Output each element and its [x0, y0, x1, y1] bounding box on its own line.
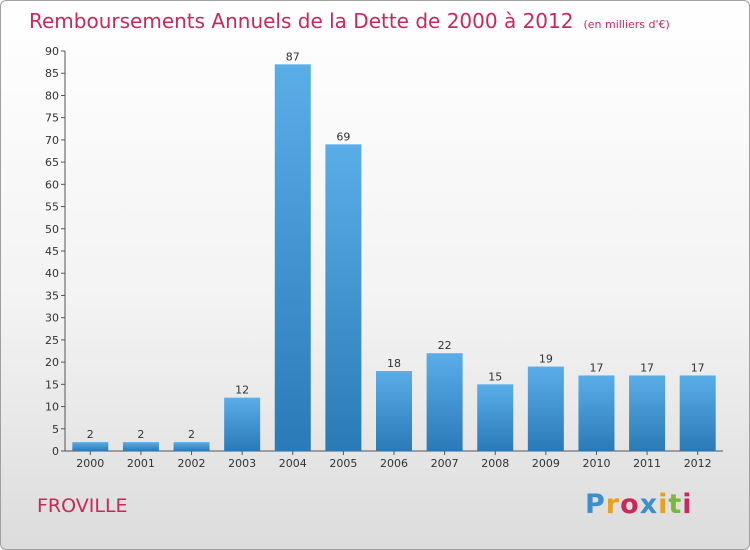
bar-2004: [274, 64, 311, 452]
logo-letter: i: [682, 489, 693, 520]
y-tick-label: 45: [45, 245, 59, 258]
logo-letter: r: [605, 489, 621, 520]
bar-2009: [527, 366, 564, 451]
x-tick-label: 2001: [127, 457, 155, 470]
data-label-2002: 2: [188, 428, 195, 441]
bar-2003: [224, 397, 261, 451]
bar-2012: [679, 375, 716, 451]
commune-name: FROVILLE: [37, 495, 128, 517]
data-label-2006: 18: [387, 357, 401, 370]
data-label-2009: 19: [539, 353, 553, 366]
logo-letter: o: [620, 489, 640, 520]
y-tick-label: 25: [45, 334, 59, 347]
x-tick-label: 2000: [76, 457, 104, 470]
y-tick-label: 75: [45, 112, 59, 125]
bar-2006: [376, 371, 412, 451]
chart-title: Remboursements Annuels de la Dette de 20…: [29, 9, 670, 33]
chart-bars: [72, 64, 716, 452]
x-tick-label: 2008: [481, 457, 509, 470]
y-tick-label: 40: [45, 267, 59, 280]
y-tick-label: 60: [45, 178, 59, 191]
y-tick-label: 30: [45, 312, 59, 325]
y-tick-label: 0: [52, 445, 59, 458]
data-label-2005: 69: [336, 130, 350, 143]
y-tick-label: 50: [45, 223, 59, 236]
data-label-2000: 2: [87, 428, 94, 441]
bar-2000: [72, 442, 109, 451]
data-label-2010: 17: [589, 361, 603, 374]
x-tick-label: 2011: [633, 457, 661, 470]
logo-letter: P: [585, 489, 606, 520]
y-tick-label: 80: [45, 89, 59, 102]
x-tick-label: 2007: [431, 457, 459, 470]
y-tick-label: 65: [45, 156, 59, 169]
y-tick-label: 35: [45, 289, 59, 302]
bar-2001: [122, 442, 159, 451]
y-tick-label: 20: [45, 356, 59, 369]
y-tick-label: 10: [45, 401, 59, 414]
data-label-2001: 2: [137, 428, 144, 441]
bar-2007: [426, 353, 463, 451]
bar-2002: [173, 442, 210, 451]
logo-letter: t: [668, 489, 683, 520]
chart-title-text: Remboursements Annuels de la Dette de 20…: [29, 9, 574, 33]
bar-2011: [629, 375, 666, 451]
y-tick-label: 5: [52, 423, 59, 436]
y-tick-label: 85: [45, 67, 59, 80]
y-tick-label: 70: [45, 134, 59, 147]
bar-2010: [578, 375, 615, 451]
chart-subtitle: (en milliers d'€): [583, 18, 670, 31]
y-tick-label: 90: [45, 45, 59, 58]
x-tick-label: 2005: [329, 457, 357, 470]
data-label-2007: 22: [438, 339, 452, 352]
data-label-2004: 87: [286, 50, 300, 63]
bar-2005: [325, 144, 362, 452]
x-tick-label: 2002: [178, 457, 206, 470]
x-tick-label: 2003: [228, 457, 256, 470]
y-tick-label: 15: [45, 378, 59, 391]
proxiti-logo: Proxiti: [585, 489, 693, 520]
chart-axes: 0 5 10 15 20 25 30 35 40 45 50 55 60 65 70 75 80 85 90 2000…: [45, 45, 723, 470]
data-label-2008: 15: [488, 370, 502, 383]
x-tick-label: 2010: [582, 457, 610, 470]
x-tick-label: 2004: [279, 457, 307, 470]
logo-letter: x: [639, 489, 659, 520]
logo-letter: i: [658, 489, 669, 520]
data-label-2012: 17: [691, 361, 705, 374]
x-tick-label: 2006: [380, 457, 408, 470]
y-tick-label: 55: [45, 201, 59, 214]
x-tick-label: 2009: [532, 457, 560, 470]
data-label-2003: 12: [235, 384, 249, 397]
data-label-2011: 17: [640, 361, 654, 374]
bar-2008: [477, 384, 514, 451]
x-tick-label: 2012: [684, 457, 712, 470]
